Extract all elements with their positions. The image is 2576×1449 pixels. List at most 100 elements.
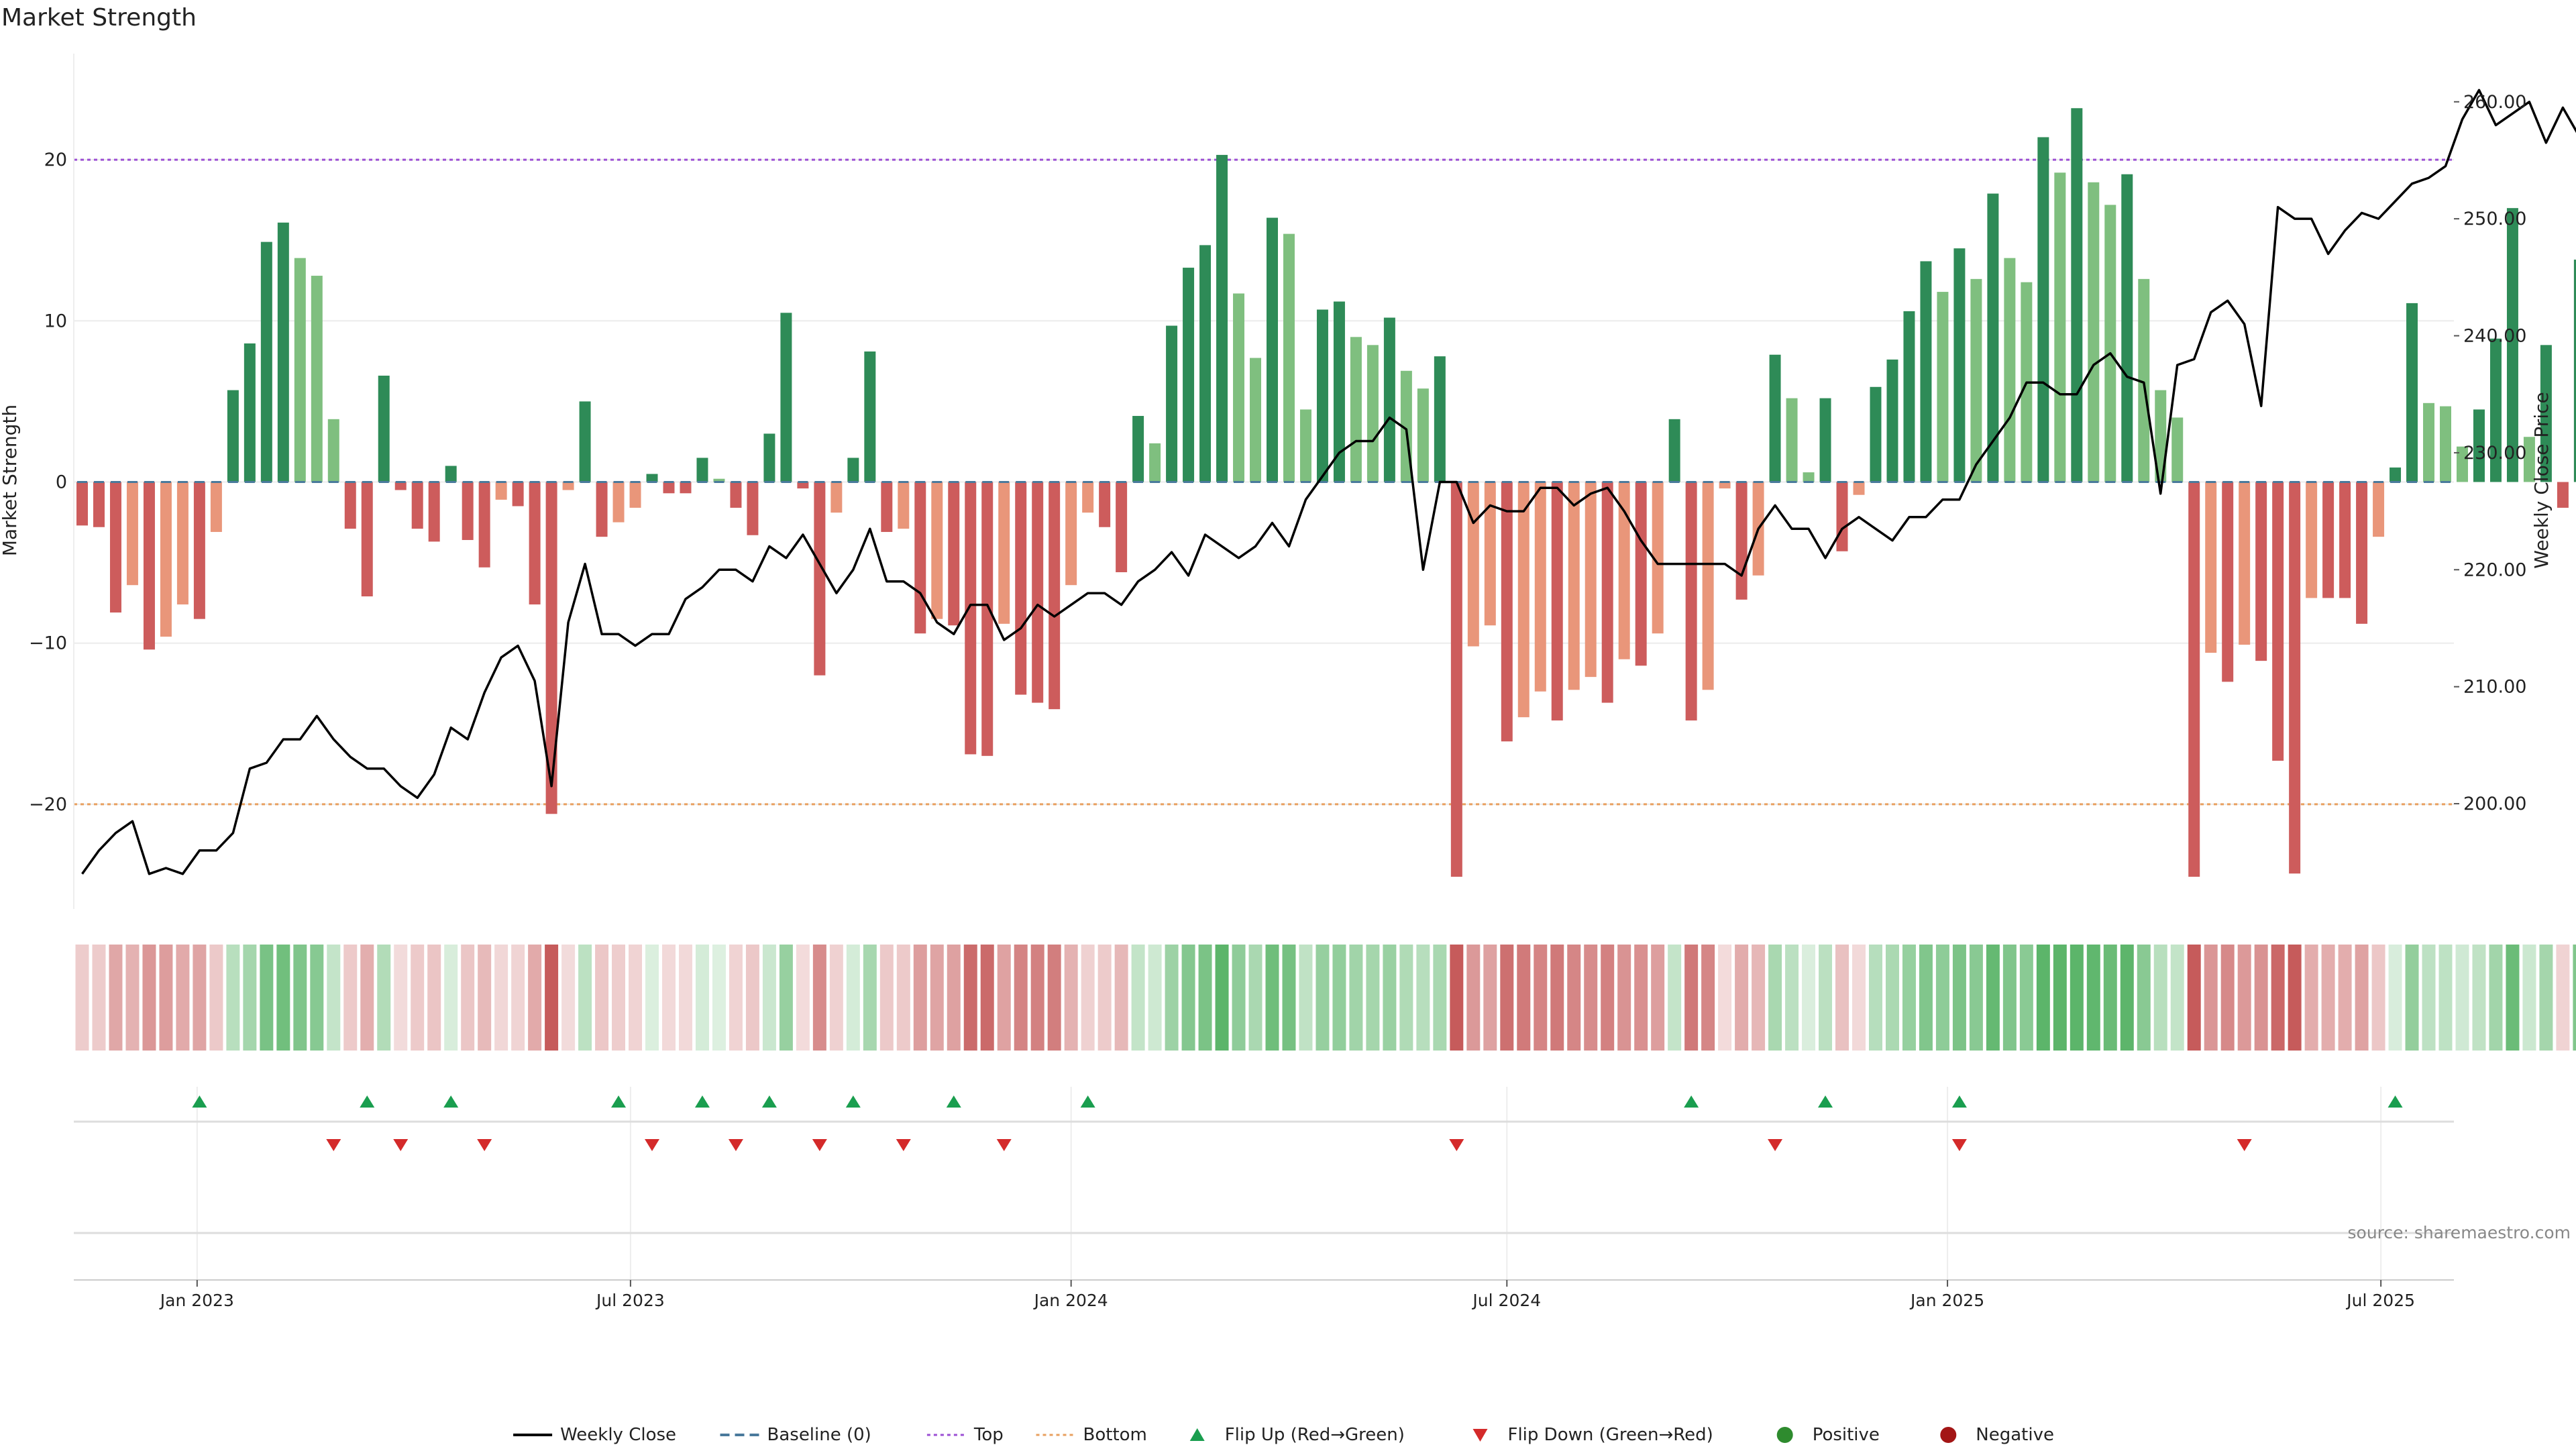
heat-cell: [812, 945, 826, 1051]
strength-bar: [2037, 137, 2049, 482]
flip-up-marker: [1951, 1095, 1967, 1108]
flip-up-marker: [611, 1095, 627, 1108]
heat-cell: [2556, 945, 2570, 1051]
heat-cell: [2086, 945, 2100, 1051]
strength-bar: [864, 351, 876, 482]
heat-cell: [1215, 945, 1229, 1051]
heat-cell: [1819, 945, 1833, 1051]
strength-bar: [629, 482, 641, 508]
heat-cell: [1332, 945, 1346, 1051]
strength-bar: [562, 482, 574, 490]
heat-cell: [1634, 945, 1648, 1051]
strength-bar: [2440, 406, 2452, 482]
strength-bar: [2071, 108, 2083, 482]
left-tick-label: 10: [44, 311, 67, 331]
right-tick-label: 230.00: [2463, 443, 2526, 464]
heat-cell: [1131, 945, 1145, 1051]
heat-cell: [1517, 945, 1531, 1051]
strength-bar: [1652, 482, 1664, 634]
strength-bar: [1149, 443, 1161, 482]
flip-up-marker: [360, 1095, 375, 1108]
strength-bar: [2104, 205, 2116, 482]
strength-bar: [2373, 482, 2385, 537]
heat-cell: [762, 945, 776, 1051]
flip-down-marker: [728, 1139, 743, 1151]
strength-bar: [2356, 482, 2368, 624]
heat-cell: [1802, 945, 1816, 1051]
legend-label: Baseline (0): [767, 1425, 871, 1445]
flip-markers: [192, 1095, 2403, 1151]
legend-swatch: [1189, 1428, 1205, 1441]
strength-bar: [1953, 248, 1966, 482]
strength-bar: [1719, 482, 1731, 489]
heat-cell: [779, 945, 793, 1051]
heat-cell: [846, 945, 860, 1051]
strength-bar: [428, 482, 440, 542]
strength-bar: [2473, 409, 2485, 482]
heat-cell: [913, 945, 927, 1051]
flip-down-marker: [477, 1139, 492, 1151]
strength-bar: [998, 482, 1010, 624]
heat-cell: [2237, 945, 2251, 1051]
heat-cell: [629, 945, 643, 1051]
heat-cell: [1718, 945, 1732, 1051]
strength-bar: [898, 482, 910, 529]
strength-bar: [1551, 482, 1563, 720]
strength-bar: [2088, 182, 2100, 482]
heat-cell: [1014, 945, 1028, 1051]
strength-bar: [2489, 338, 2502, 482]
heat-cell: [92, 945, 106, 1051]
left-axis: −20 −10 0 10 20: [29, 54, 74, 909]
strength-bar: [1501, 482, 1513, 742]
heat-cell: [2321, 945, 2335, 1051]
strength-bar: [1517, 482, 1529, 718]
strength-bar: [109, 482, 121, 613]
strength-bar: [780, 313, 792, 482]
left-tick-label: 0: [56, 472, 67, 493]
heat-cell: [745, 945, 759, 1051]
strength-bar: [1853, 482, 1865, 495]
strength-bar: [1434, 356, 1446, 482]
heat-cell: [980, 945, 994, 1051]
heat-cell: [2539, 945, 2553, 1051]
heat-cell: [1986, 945, 2000, 1051]
strength-bar: [1250, 358, 1262, 482]
strength-bar: [1585, 482, 1597, 678]
heat-cell: [1030, 945, 1044, 1051]
x-tick-label: Jul 2023: [595, 1291, 665, 1310]
strength-bar: [1685, 482, 1697, 720]
legend-label: Flip Up (Red→Green): [1225, 1425, 1405, 1445]
strength-bar: [260, 241, 272, 482]
heat-cell: [2254, 945, 2268, 1051]
weekly-close-line-group: [81, 89, 2576, 875]
strength-bar: [445, 466, 457, 482]
heat-cell: [1852, 945, 1866, 1051]
legend-label: Top: [973, 1425, 1004, 1445]
heat-cell: [444, 945, 458, 1051]
heat-cell: [1383, 945, 1397, 1051]
strength-bar: [1183, 268, 1195, 482]
legend-swatch: [1940, 1427, 1957, 1443]
right-tick-label: 260.00: [2463, 92, 2526, 113]
right-axis: 200.00 210.00 220.00 230.00 240.00 250.00 260.…: [2454, 92, 2526, 814]
heat-cell: [1868, 945, 1882, 1051]
heat-cell: [1114, 945, 1128, 1051]
heat-cell: [796, 945, 810, 1051]
heat-cell: [2472, 945, 2486, 1051]
strength-bar: [2456, 446, 2468, 482]
flip-up-marker: [192, 1095, 207, 1108]
strength-bar: [1233, 293, 1245, 482]
strength-bar: [1199, 245, 1212, 482]
legend-item: Top: [926, 1425, 1004, 1445]
left-tick-label: 20: [44, 150, 67, 170]
right-tick-label: 250.00: [2463, 209, 2526, 229]
heat-cell: [595, 945, 609, 1051]
heat-cell: [427, 945, 441, 1051]
strength-bar: [193, 482, 205, 619]
heat-cell: [1701, 945, 1715, 1051]
legend-item: Baseline (0): [720, 1425, 871, 1445]
strength-bar: [160, 482, 172, 637]
heat-cell: [1450, 945, 1464, 1051]
strength-bar: [579, 401, 591, 482]
